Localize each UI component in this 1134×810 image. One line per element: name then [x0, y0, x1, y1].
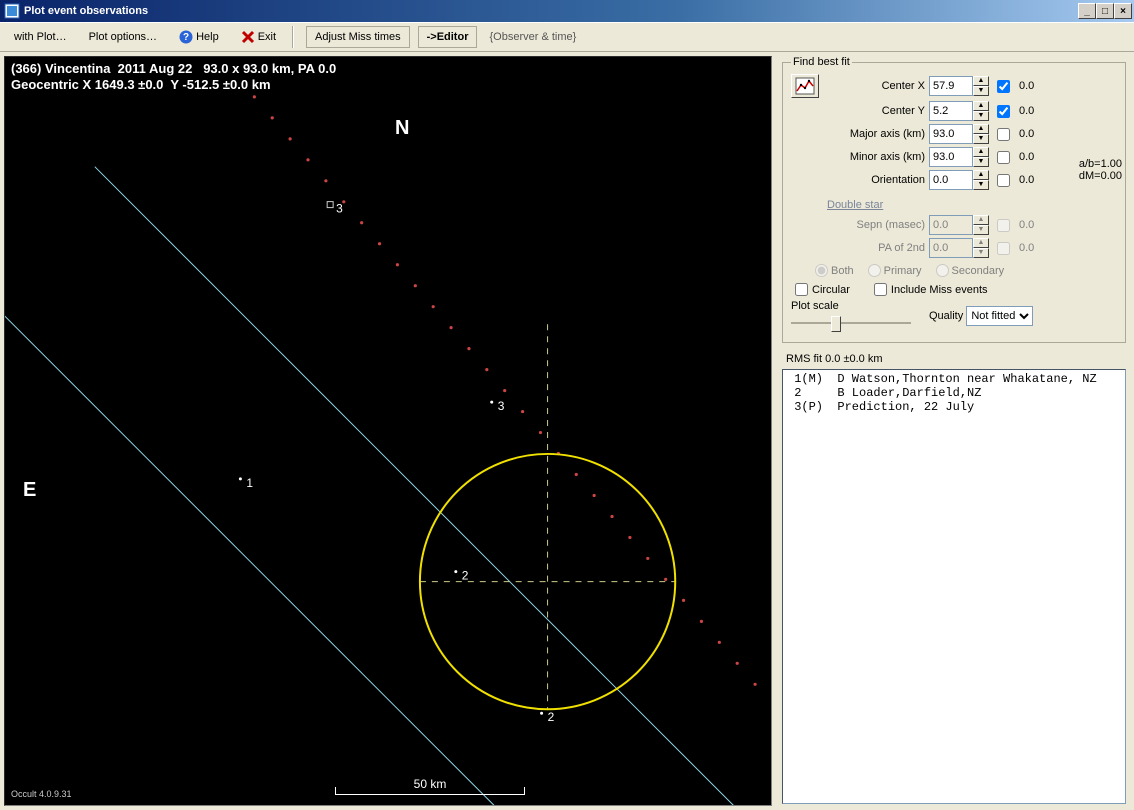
double-star-radio-group: Both Primary Secondary: [815, 264, 1117, 277]
adjust-miss-button[interactable]: Adjust Miss times: [306, 26, 410, 48]
center-y-label: Center Y: [825, 105, 925, 117]
plot-canvas[interactable]: 3 3 1 2 2 (366) Vincentina 2011 Aug 22 93.0 …: [4, 56, 772, 806]
editor-button[interactable]: ->Editor: [418, 26, 478, 48]
minor-axis-label: Minor axis (km): [791, 151, 925, 163]
svg-text:?: ?: [183, 32, 189, 43]
plot-svg: 3 3 1 2 2: [5, 57, 771, 805]
pa2nd-check: [997, 242, 1010, 255]
radio-both: [815, 264, 828, 277]
exit-icon: [241, 30, 255, 44]
svg-text:2: 2: [548, 710, 555, 724]
observer-list[interactable]: 1(M) D Watson,Thornton near Whakatane, N…: [782, 369, 1126, 804]
major-axis-check[interactable]: [997, 128, 1010, 141]
plot-scale-label: Plot scale: [791, 300, 911, 312]
pa2nd-label: PA of 2nd: [791, 242, 925, 254]
menu-help-label: Help: [196, 31, 219, 43]
rms-label: RMS fit 0.0 ±0.0 km: [786, 353, 1126, 365]
center-y-check[interactable]: [997, 105, 1010, 118]
chart-icon: [795, 77, 815, 95]
sepn-check: [997, 219, 1010, 232]
menu-separator: [292, 26, 294, 48]
find-best-fit-group: Find best fit Center X ▲▼: [782, 56, 1126, 343]
app-icon: [4, 3, 20, 19]
circular-label: Circular: [812, 284, 850, 296]
ratio-ab: a/b=1.00: [1079, 158, 1122, 170]
menu-help[interactable]: ? Help: [169, 26, 229, 48]
side-panel: Find best fit Center X ▲▼: [776, 52, 1134, 810]
center-x-check[interactable]: [997, 80, 1010, 93]
center-x-input[interactable]: ▲▼: [929, 76, 993, 96]
close-button[interactable]: ×: [1114, 3, 1132, 19]
minimize-button[interactable]: _: [1078, 3, 1096, 19]
plot-panel: 3 3 1 2 2 (366) Vincentina 2011 Aug 22 93.0 …: [0, 52, 776, 810]
fit-run-button[interactable]: [791, 74, 819, 98]
find-best-fit-legend: Find best fit: [791, 56, 852, 68]
double-star-link[interactable]: Double star: [827, 199, 883, 211]
major-axis-input[interactable]: ▲▼: [929, 124, 993, 144]
menu-exit-label: Exit: [258, 31, 276, 43]
scale-bar-label: 50 km: [335, 777, 525, 791]
east-label: E: [23, 479, 36, 502]
title-bar: Plot event observations _ □ ×: [0, 0, 1134, 22]
sepn-input: ▲▼: [929, 215, 993, 235]
orientation-label: Orientation: [791, 174, 925, 186]
minor-axis-check[interactable]: [997, 151, 1010, 164]
menu-plot-options[interactable]: Plot options…: [79, 27, 167, 47]
pa2nd-delta: 0.0: [1019, 242, 1067, 254]
minor-axis-delta: 0.0: [1019, 151, 1067, 163]
window-title: Plot event observations: [24, 5, 1078, 17]
plot-header-line1: (366) Vincentina 2011 Aug 22 93.0 x 93.0…: [11, 61, 336, 76]
menu-exit[interactable]: Exit: [231, 26, 286, 48]
svg-text:3: 3: [336, 202, 343, 216]
maximize-button[interactable]: □: [1096, 3, 1114, 19]
ratio-dm: dM=0.00: [1079, 170, 1122, 182]
radio-primary: [868, 264, 881, 277]
sepn-label: Sepn (masec): [791, 219, 925, 231]
ratio-readout: a/b=1.00 dM=0.00: [1079, 158, 1122, 182]
major-axis-delta: 0.0: [1019, 128, 1067, 140]
sepn-delta: 0.0: [1019, 219, 1067, 231]
pa2nd-input: ▲▼: [929, 238, 993, 258]
circular-check[interactable]: [795, 283, 808, 296]
scale-bar: 50 km: [335, 781, 525, 795]
center-x-label: Center X: [825, 80, 925, 92]
quality-label: Quality: [929, 310, 963, 322]
occult-version: Occult 4.0.9.31: [11, 789, 72, 799]
quality-select[interactable]: Not fitted: [966, 306, 1033, 326]
main-area: 3 3 1 2 2 (366) Vincentina 2011 Aug 22 93.0 …: [0, 52, 1134, 810]
svg-text:3: 3: [498, 399, 505, 413]
center-y-delta: 0.0: [1019, 105, 1067, 117]
include-miss-check[interactable]: [874, 283, 887, 296]
help-icon: ?: [179, 30, 193, 44]
include-miss-label: Include Miss events: [891, 284, 988, 296]
observer-time-label[interactable]: {Observer & time}: [479, 27, 586, 47]
plot-header-line2: Geocentric X 1649.3 ±0.0 Y -512.5 ±0.0 k…: [11, 77, 271, 92]
center-x-delta: 0.0: [1019, 80, 1067, 92]
major-axis-label: Major axis (km): [791, 128, 925, 140]
orientation-check[interactable]: [997, 174, 1010, 187]
radio-secondary: [936, 264, 949, 277]
orientation-input[interactable]: ▲▼: [929, 170, 993, 190]
orientation-delta: 0.0: [1019, 174, 1067, 186]
svg-text:2: 2: [462, 569, 469, 583]
center-y-input[interactable]: ▲▼: [929, 101, 993, 121]
plot-scale-slider[interactable]: [791, 314, 911, 332]
menu-bar: with Plot… Plot options… ? Help Exit Adj…: [0, 22, 1134, 52]
north-label: N: [395, 117, 409, 140]
minor-axis-input[interactable]: ▲▼: [929, 147, 993, 167]
svg-text:1: 1: [246, 476, 253, 490]
menu-with-plot[interactable]: with Plot…: [4, 27, 77, 47]
